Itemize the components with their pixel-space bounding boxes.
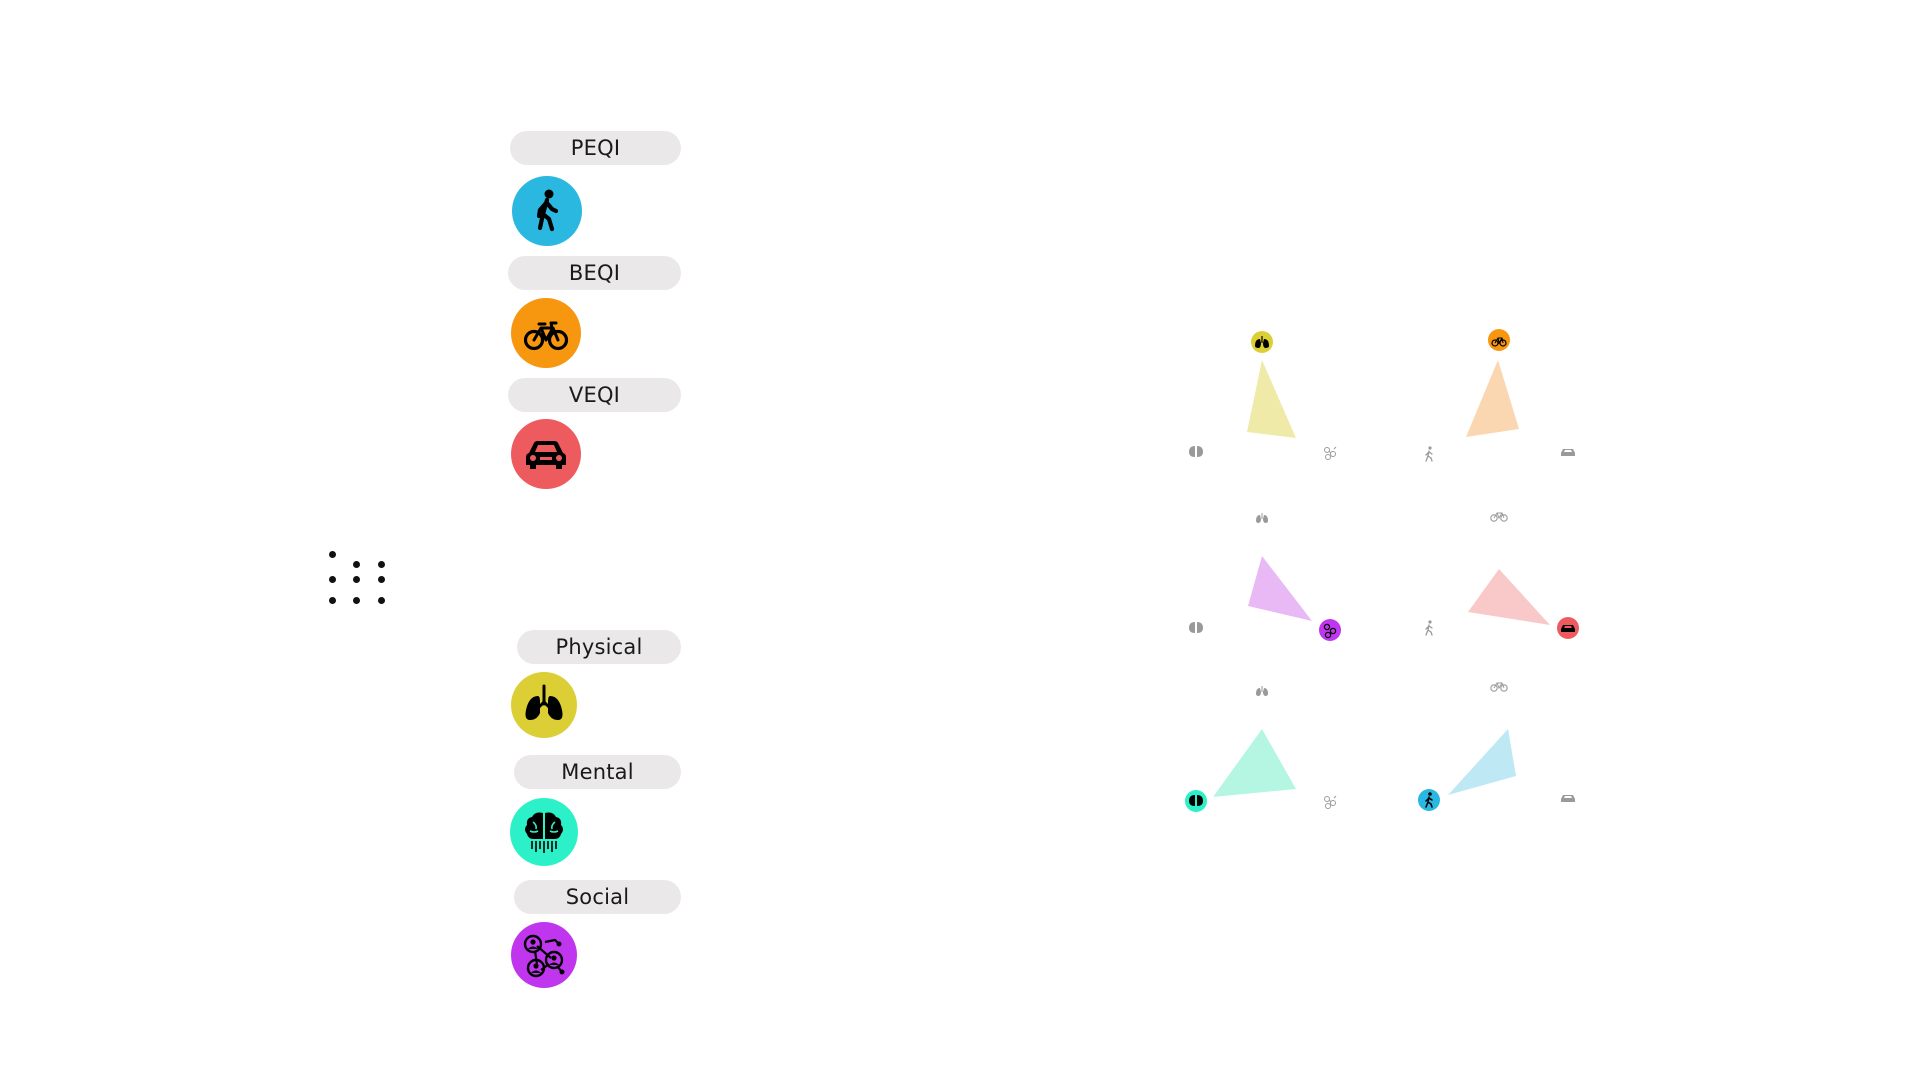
walking-person-icon xyxy=(1425,445,1433,462)
walking-person-icon xyxy=(1425,792,1433,808)
triangle-panel-beqi xyxy=(1425,329,1575,462)
walking-person-icon xyxy=(1425,619,1433,636)
triangle-fill xyxy=(1466,360,1519,437)
pill-mental: Mental xyxy=(514,755,681,789)
triangle-panel-peqi xyxy=(1418,682,1575,811)
pill-label: VEQI xyxy=(568,383,621,407)
beqi-badge xyxy=(511,298,581,368)
social-icon xyxy=(1324,446,1337,460)
brain-icon xyxy=(1189,622,1203,633)
lungs-icon xyxy=(525,684,563,720)
triangle-fill xyxy=(1468,569,1550,625)
physical-badge xyxy=(511,672,577,738)
triangle-panel-mental xyxy=(1185,685,1337,812)
grid-dot xyxy=(353,597,360,604)
bicycle-icon xyxy=(1490,512,1508,522)
pill-peqi: PEQI xyxy=(510,131,681,165)
pill-label: Mental xyxy=(561,760,634,784)
grid-dot xyxy=(378,597,385,604)
bike-node-active xyxy=(1488,329,1510,351)
triangle-panel-veqi xyxy=(1425,512,1579,639)
lungs-icon xyxy=(1255,685,1269,697)
car-icon xyxy=(1561,625,1575,632)
pill-label: Social xyxy=(565,885,630,909)
pill-veqi: VEQI xyxy=(508,378,681,412)
grid-dot xyxy=(353,561,360,568)
pill-label: Physical xyxy=(555,635,643,659)
social-network-icon xyxy=(523,934,565,978)
triangle-fill xyxy=(1248,556,1312,621)
triangle-fill xyxy=(1448,729,1516,795)
car-icon xyxy=(1561,795,1575,802)
pill-social: Social xyxy=(514,880,681,914)
brain-node-active xyxy=(1185,790,1207,812)
triangle-fill xyxy=(1247,360,1296,438)
grid-dot xyxy=(329,551,336,558)
pill-beqi: BEQI xyxy=(508,256,681,290)
social-badge xyxy=(511,922,577,988)
grid-dot xyxy=(329,597,336,604)
triangle-panel-social xyxy=(1189,512,1341,641)
lungs-icon xyxy=(1255,336,1269,348)
car-icon xyxy=(526,441,566,469)
mental-badge xyxy=(510,798,578,866)
pill-physical: Physical xyxy=(517,630,681,664)
brain-icon xyxy=(1189,446,1203,457)
bicycle-icon xyxy=(523,321,569,351)
brain-icon xyxy=(1189,795,1203,806)
grid-dot xyxy=(353,576,360,583)
lungs-icon xyxy=(1255,512,1269,524)
social-icon xyxy=(1323,623,1337,639)
brain-icon xyxy=(525,812,563,853)
pill-label: BEQI xyxy=(568,261,621,285)
peqi-badge xyxy=(512,176,582,246)
grid-dot xyxy=(329,576,336,583)
veqi-badge xyxy=(511,419,581,489)
triangle-fill xyxy=(1213,729,1296,797)
grid-dot xyxy=(378,576,385,583)
bicycle-icon xyxy=(1491,337,1507,347)
bicycle-icon xyxy=(1490,682,1508,692)
triangle-panel-physical xyxy=(1189,331,1337,460)
car-icon xyxy=(1561,449,1575,456)
pill-label: PEQI xyxy=(570,136,621,160)
walking-person-icon xyxy=(536,189,559,232)
social-icon xyxy=(1324,795,1337,809)
grid-dot xyxy=(378,561,385,568)
drag-grid-icon[interactable] xyxy=(326,548,386,604)
